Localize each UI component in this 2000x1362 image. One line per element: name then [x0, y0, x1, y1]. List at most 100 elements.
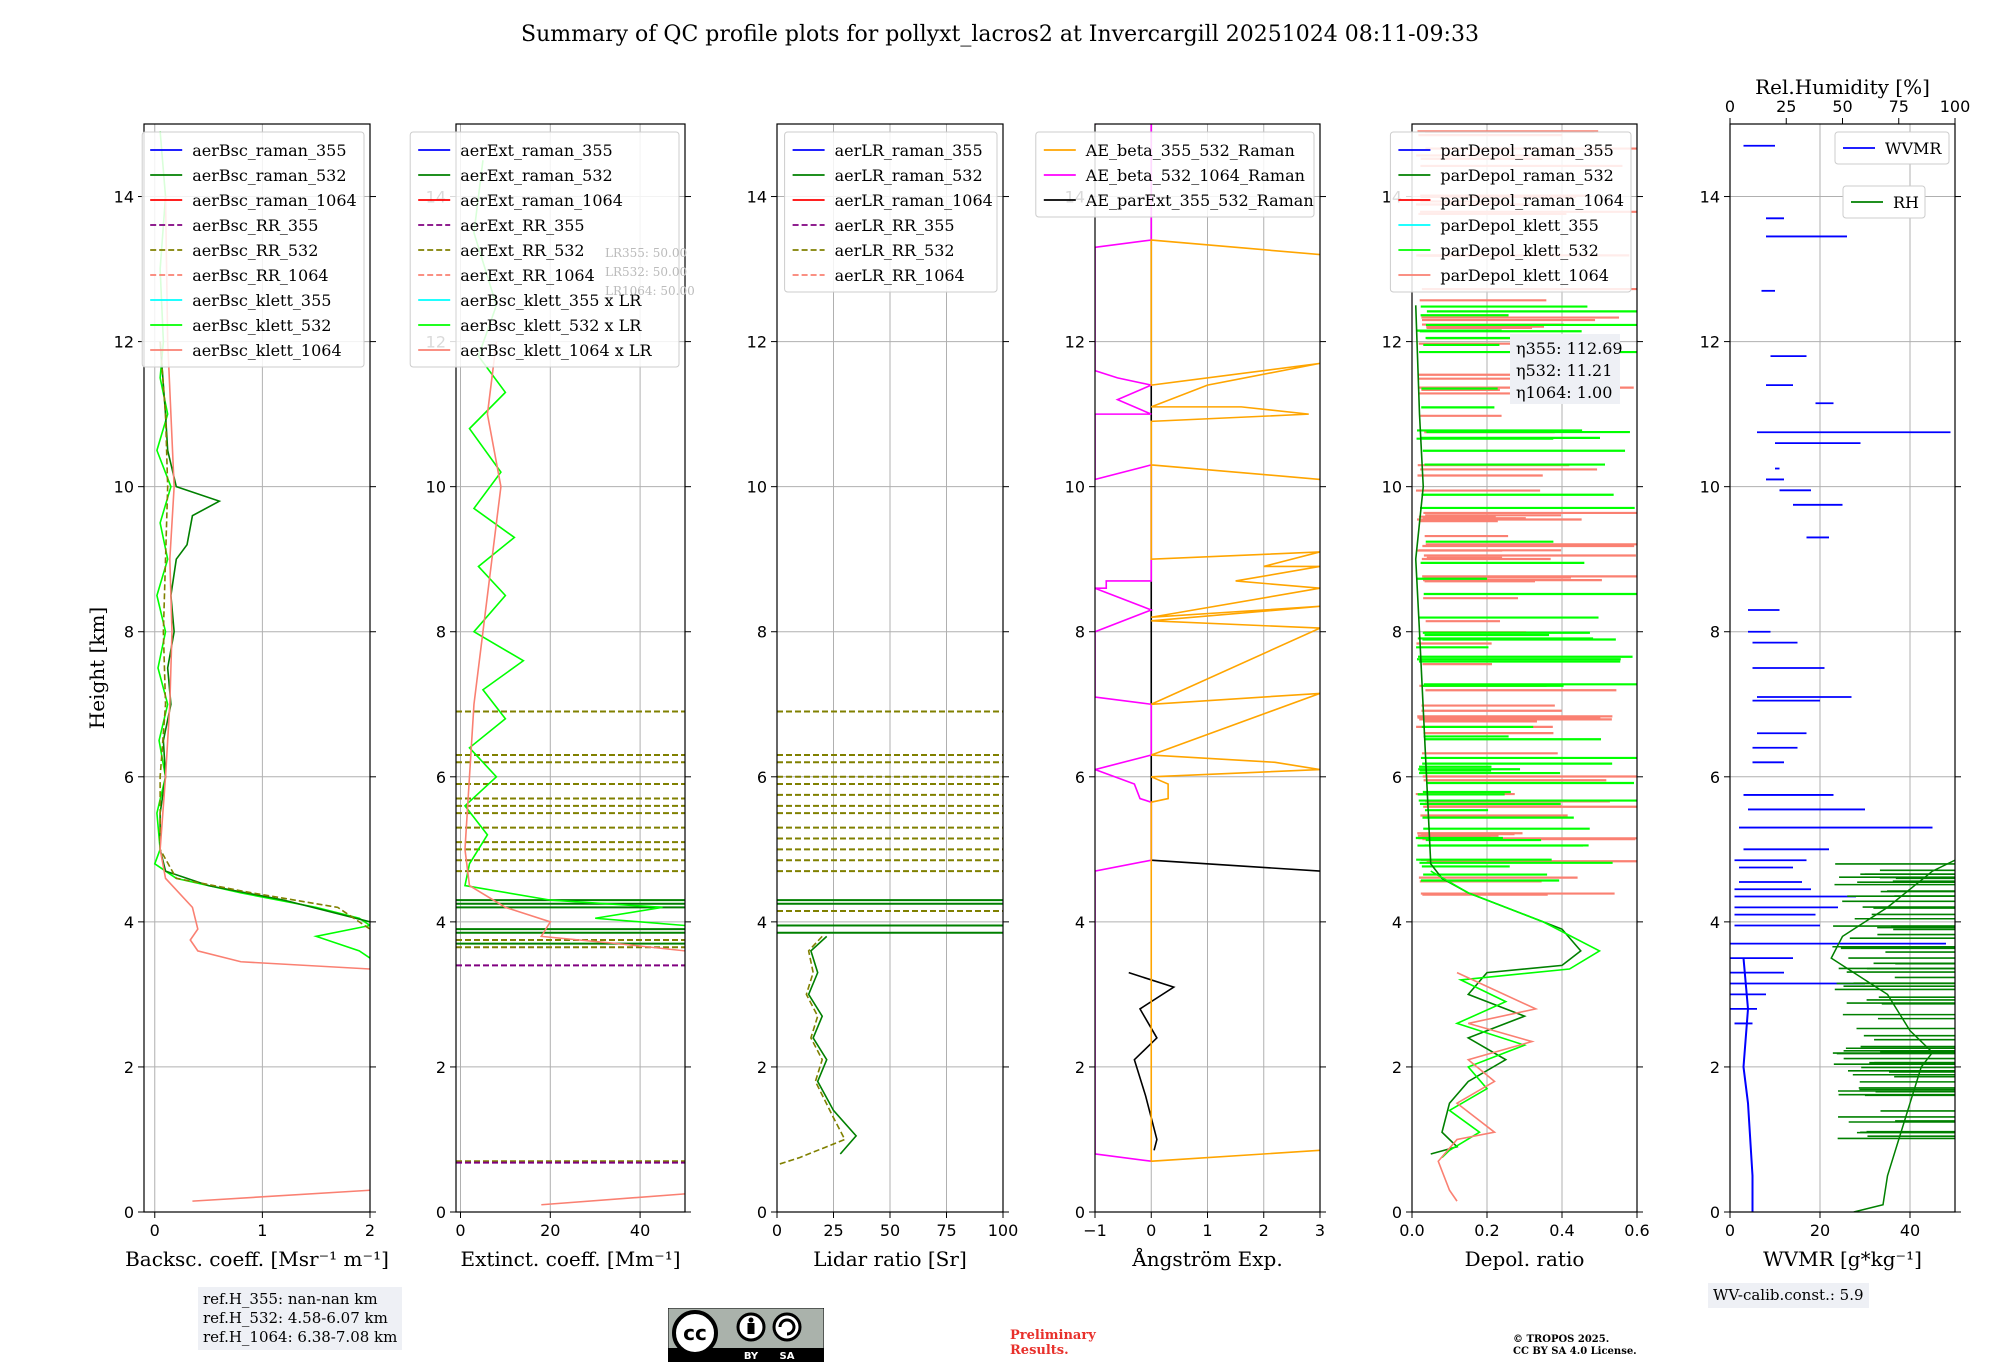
- series-aerbsc-klett-1064 x lr: [464, 341, 685, 952]
- top-x-axis-label: Rel.Humidity [%]: [1755, 75, 1930, 99]
- y-tick-label: 10: [1382, 478, 1402, 497]
- x-tick-label: 20: [1810, 1221, 1830, 1240]
- y-tick-label: 6: [1075, 768, 1085, 787]
- y-tick-label: 6: [124, 768, 134, 787]
- x-tick-label: 1: [257, 1221, 267, 1240]
- y-tick-label: 12: [1700, 333, 1720, 352]
- legend-entry: aerLR_raman_532: [835, 166, 983, 185]
- series-ae-parext-355-532-raman: [1128, 971, 1176, 1151]
- preliminary-results-note: Preliminary Results.: [1010, 1328, 1096, 1358]
- lidar-ratio-overlay: LR355: 50.00: [605, 246, 687, 260]
- legend-box: [1035, 131, 1315, 218]
- reference-heights-box: ref.H_355: nan-nan km ref.H_532: 4.58-6.…: [198, 1287, 403, 1350]
- legend-backscatter: aerBsc_raman_355 aerBsc_raman_532 aerBsc_r…: [141, 131, 365, 368]
- y-tick-label: 2: [1392, 1058, 1402, 1077]
- y-tick-label: 10: [1700, 478, 1720, 497]
- y-tick-label: 8: [1392, 623, 1402, 642]
- series-aerext-raman-1064: [541, 1193, 685, 1206]
- y-tick-label: 14: [114, 188, 134, 207]
- x-axis-label: Ångström Exp.: [1131, 1246, 1282, 1271]
- y-tick-label: 8: [757, 623, 767, 642]
- ref-height-355: ref.H_355: nan-nan km: [203, 1290, 378, 1308]
- legend-entry: WVMR: [1885, 139, 1942, 158]
- x-tick-label: 40: [630, 1221, 650, 1240]
- y-tick-label: 8: [436, 623, 446, 642]
- preliminary-line-1: Preliminary: [1010, 1328, 1096, 1343]
- y-tick-label: 6: [757, 768, 767, 787]
- x-tick-label: 0: [455, 1221, 465, 1240]
- legend-extinction: aerExt_raman_355 aerExt_raman_532 aerExt_r…: [409, 131, 695, 368]
- y-tick-label: 0: [124, 1203, 134, 1222]
- legend-entry: parDepol_raman_355: [1440, 141, 1613, 160]
- legend-entry: aerBsc_RR_1064: [192, 266, 328, 285]
- legend-entry: parDepol_klett_532: [1440, 241, 1598, 260]
- series-ae-parext-vertical: [1150, 124, 1320, 872]
- legend-entry: aerLR_raman_355: [835, 141, 983, 160]
- plot-area-lidar_ratio: [777, 710, 1003, 1166]
- y-tick-label: 8: [1075, 623, 1085, 642]
- x-tick-label: 3: [1315, 1221, 1325, 1240]
- legend-entry: aerExt_raman_532: [460, 166, 613, 185]
- copyright-line-1: © TROPOS 2025.: [1513, 1334, 1610, 1345]
- legend-entry: aerBsc_RR_355: [192, 216, 318, 235]
- y-tick-label: 0: [1392, 1203, 1402, 1222]
- x-tick-label: 0: [1146, 1221, 1156, 1240]
- legend-entry: aerBsc_klett_532 x LR: [460, 316, 642, 335]
- panel-extinction: 0204002468101214Extinct. coeff. [Mm⁻¹]ae…: [409, 123, 695, 1271]
- plot-area-angstrom: [1095, 124, 1320, 1163]
- legend-entry: AE_beta_532_1064_Raman: [1085, 166, 1305, 185]
- top-x-tick-label: 25: [1776, 97, 1796, 116]
- legend-entry: aerLR_RR_532: [835, 241, 955, 260]
- y-tick-label: 10: [426, 478, 446, 497]
- eta-value: η1064: 1.00: [1516, 383, 1612, 402]
- svg-text:BY: BY: [744, 1351, 759, 1362]
- legend-entry: aerBsc_klett_355: [192, 291, 331, 310]
- legend-lidar_ratio: aerLR_raman_355 aerLR_raman_532 aerLR_rama…: [784, 131, 998, 293]
- figure-title: Summary of QC profile plots for pollyxt_…: [521, 22, 1479, 47]
- cc-icon: [672, 1310, 718, 1356]
- x-tick-label: 0.0: [1399, 1221, 1424, 1240]
- wv-calib-constant: WV-calib.const.: 5.9: [1713, 1286, 1864, 1304]
- x-tick-label: 0: [772, 1221, 782, 1240]
- axes-frame: [143, 123, 371, 1213]
- y-tick-label: 10: [1065, 478, 1085, 497]
- eta-value: η532: 11.21: [1516, 361, 1612, 380]
- x-tick-label: 0.4: [1549, 1221, 1574, 1240]
- x-axis-label: WVMR [g*kg⁻¹]: [1763, 1247, 1922, 1271]
- legend-entry: parDepol_raman_1064: [1440, 191, 1624, 210]
- y-tick-label: 8: [1710, 623, 1720, 642]
- ref-height-1064: ref.H_1064: 6.38-7.08 km: [203, 1328, 398, 1346]
- x-tick-label: 2: [365, 1221, 375, 1240]
- cc-license-badge: cc BY SA: [668, 1308, 824, 1362]
- series-aerlr-raman-532: [807, 935, 858, 1155]
- x-tick-label: 50: [880, 1221, 900, 1240]
- legend-entry: AE_beta_355_532_Raman: [1085, 141, 1295, 160]
- legend-entry: aerExt_raman_1064: [460, 191, 623, 210]
- eta-box: η355: 112.69 η532: 11.21 η1064: 1.00: [1510, 334, 1623, 404]
- legend-entry: aerBsc_raman_532: [192, 166, 346, 185]
- x-axis-label: Depol. ratio: [1465, 1247, 1585, 1271]
- x-tick-label: 0.2: [1474, 1221, 1499, 1240]
- lidar-ratio-overlay: LR1064: 50.00: [605, 284, 695, 298]
- plot-area-extinction: [456, 160, 685, 1206]
- wvmr-profile-line: [1742, 958, 1754, 1212]
- legend-box: [409, 131, 680, 368]
- legend-entry: aerLR_RR_355: [835, 216, 955, 235]
- legend-box: [141, 131, 365, 368]
- plot-area-backscatter: [153, 131, 370, 1202]
- series-pardepol-klett-532: [1430, 870, 1602, 1159]
- legend-entry: aerBsc_klett_1064: [192, 341, 341, 360]
- x-tick-label: 2: [1259, 1221, 1269, 1240]
- legend-rh: RH: [1842, 185, 1926, 219]
- copyright-note: © TROPOS 2025. CC BY SA 4.0 License.: [1513, 1334, 1637, 1358]
- legend-entry: AE_parExt_355_532_Raman: [1085, 191, 1314, 210]
- copyright-line-2: CC BY SA 4.0 License.: [1513, 1346, 1637, 1357]
- axes-frame: [1411, 123, 1638, 1213]
- x-axis-label: Extinct. coeff. [Mm⁻¹]: [460, 1247, 680, 1271]
- y-tick-label: 6: [1392, 768, 1402, 787]
- top-x-tick-label: 0: [1725, 97, 1735, 116]
- eta-box-bg: [1510, 334, 1620, 404]
- legend-entry: aerExt_raman_355: [460, 141, 613, 160]
